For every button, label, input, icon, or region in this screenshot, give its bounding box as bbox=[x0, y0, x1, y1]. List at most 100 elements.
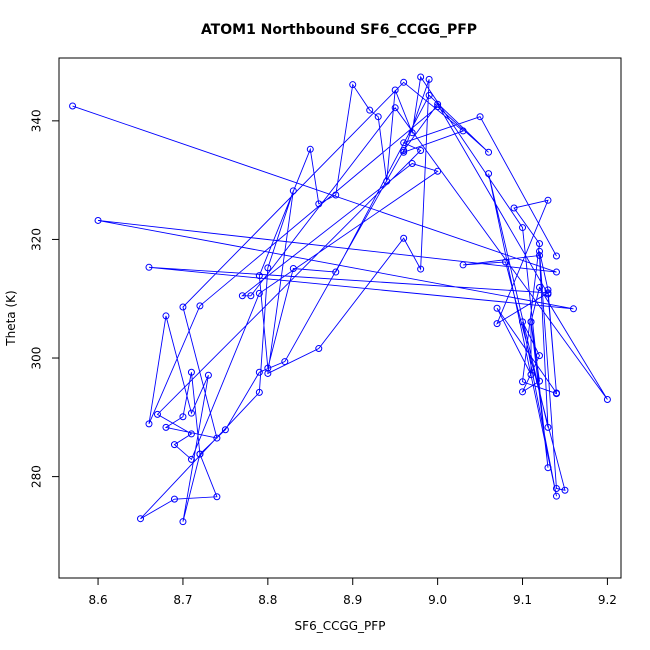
y-tick-label-2: 320 bbox=[30, 228, 44, 251]
data-point-33 bbox=[374, 113, 382, 121]
data-point-86 bbox=[247, 292, 255, 300]
data-point-39 bbox=[255, 272, 263, 280]
x-tick-label-4: 9.0 bbox=[428, 593, 447, 607]
y-axis-label: Theta (K) bbox=[4, 290, 18, 346]
data-point-12 bbox=[544, 286, 552, 294]
data-point-16 bbox=[502, 258, 510, 266]
data-point-81 bbox=[527, 371, 535, 379]
data-point-62 bbox=[417, 265, 425, 273]
data-point-76 bbox=[400, 147, 408, 154]
data-point-17 bbox=[459, 261, 467, 269]
data-point-31 bbox=[391, 86, 399, 94]
data-point-10 bbox=[519, 378, 527, 386]
series-line-0 bbox=[72, 75, 608, 522]
data-point-28 bbox=[519, 224, 527, 232]
data-point-85 bbox=[391, 104, 399, 112]
data-point-71 bbox=[187, 368, 195, 376]
data-point-35 bbox=[349, 81, 357, 89]
data-point-36 bbox=[332, 191, 340, 199]
data-point-78 bbox=[544, 290, 552, 298]
data-point-79 bbox=[552, 389, 560, 397]
data-point-23 bbox=[536, 352, 543, 360]
data-point-45 bbox=[434, 103, 442, 111]
data-point-15 bbox=[561, 486, 569, 494]
data-point-43 bbox=[425, 91, 433, 99]
data-point-29 bbox=[417, 73, 425, 81]
data-point-94 bbox=[153, 410, 161, 418]
plot-frame bbox=[58, 57, 622, 579]
data-point-66 bbox=[400, 78, 408, 86]
x-tick-label-6: 9.2 bbox=[598, 593, 617, 607]
data-point-88 bbox=[408, 160, 416, 168]
data-point-53 bbox=[213, 493, 221, 501]
y-axis: 280 300 320 340 bbox=[30, 109, 59, 488]
data-point-61 bbox=[400, 234, 408, 242]
data-point-41 bbox=[289, 264, 297, 272]
data-point-63 bbox=[425, 75, 433, 83]
data-point-56 bbox=[255, 388, 263, 396]
data-point-65 bbox=[459, 127, 467, 135]
data-point-21 bbox=[552, 492, 560, 500]
data-point-6 bbox=[493, 320, 501, 328]
data-point-18 bbox=[536, 251, 543, 259]
x-tick-label-5: 9.1 bbox=[513, 593, 532, 607]
data-point-83 bbox=[536, 283, 543, 291]
data-point-97 bbox=[476, 113, 484, 121]
data-point-24 bbox=[519, 388, 527, 396]
data-point-49 bbox=[187, 409, 195, 417]
data-point-48 bbox=[162, 312, 170, 320]
data-point-7 bbox=[544, 196, 552, 204]
data-point-70 bbox=[179, 413, 187, 421]
data-point-42 bbox=[332, 268, 340, 276]
data-point-57 bbox=[264, 264, 272, 272]
data-point-14 bbox=[552, 484, 560, 492]
data-point-80 bbox=[493, 304, 501, 312]
data-point-77 bbox=[434, 100, 442, 108]
data-point-59 bbox=[264, 369, 272, 377]
data-point-67 bbox=[179, 303, 187, 311]
data-point-25 bbox=[536, 377, 543, 385]
data-point-72 bbox=[196, 450, 204, 458]
x-axis-label: SF6_CCGG_PFP bbox=[295, 619, 386, 633]
data-point-68 bbox=[213, 434, 221, 442]
data-point-46 bbox=[196, 302, 204, 310]
x-tick-label-1: 8.7 bbox=[173, 593, 192, 607]
data-point-0 bbox=[69, 102, 77, 110]
data-point-20 bbox=[485, 170, 493, 178]
x-tick-label-3: 8.9 bbox=[343, 593, 362, 607]
data-point-3 bbox=[569, 305, 577, 313]
y-tick-label-1: 300 bbox=[30, 347, 44, 370]
data-point-90 bbox=[255, 289, 263, 297]
series-layer bbox=[69, 73, 611, 526]
data-point-69 bbox=[162, 423, 170, 431]
data-point-2 bbox=[94, 216, 102, 224]
data-point-44 bbox=[485, 148, 493, 156]
data-point-93 bbox=[187, 430, 195, 438]
data-point-34 bbox=[366, 106, 374, 114]
y-tick-label-3: 340 bbox=[30, 109, 44, 132]
data-point-1 bbox=[552, 268, 560, 276]
data-point-82 bbox=[527, 318, 535, 326]
x-tick-label-2: 8.8 bbox=[258, 593, 277, 607]
data-point-8 bbox=[510, 204, 518, 212]
data-point-96 bbox=[400, 139, 408, 147]
data-point-84 bbox=[603, 396, 611, 404]
data-point-50 bbox=[204, 371, 212, 379]
data-point-38 bbox=[306, 145, 314, 153]
data-point-95 bbox=[417, 147, 425, 154]
plot-area bbox=[58, 57, 622, 579]
data-point-87 bbox=[238, 292, 246, 300]
data-point-40 bbox=[264, 364, 272, 372]
data-point-55 bbox=[137, 515, 144, 523]
data-point-60 bbox=[315, 345, 323, 353]
data-point-9 bbox=[536, 240, 543, 248]
data-point-89 bbox=[434, 167, 442, 175]
data-point-13 bbox=[536, 247, 543, 255]
data-point-74 bbox=[255, 368, 263, 376]
data-point-73 bbox=[221, 426, 229, 434]
data-point-98 bbox=[552, 252, 560, 260]
data-point-51 bbox=[179, 518, 187, 526]
data-point-91 bbox=[187, 455, 195, 463]
